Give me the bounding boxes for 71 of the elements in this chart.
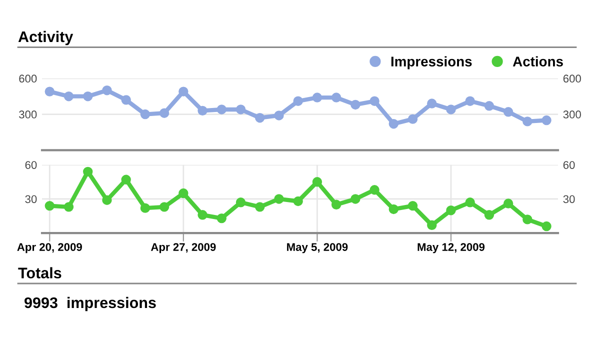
point [446, 104, 456, 114]
point [427, 220, 437, 230]
y-tick-label: 60 [25, 161, 37, 169]
point [293, 196, 303, 206]
point [388, 118, 399, 129]
point [121, 174, 131, 184]
point [44, 200, 55, 211]
point [350, 194, 360, 204]
point [159, 108, 170, 118]
point [198, 106, 208, 116]
point [274, 194, 284, 204]
x-tick-label: Apr 20, 2009 [17, 243, 82, 254]
text: Totals [18, 267, 62, 278]
text: 9993 impressions [24, 296, 156, 312]
y-tick-label: 600 [19, 74, 37, 83]
y-tick-label: 300 [19, 110, 37, 118]
point [178, 86, 188, 96]
chart-title: Activity [18, 30, 74, 46]
point [503, 198, 514, 208]
point [331, 92, 342, 102]
point [102, 85, 112, 96]
point [350, 100, 360, 110]
point [408, 200, 418, 211]
y2-tick-label: 30 [563, 195, 575, 204]
point [102, 195, 112, 205]
y2-tick-label: 300 [563, 110, 581, 118]
point [293, 96, 303, 106]
legend-label: Impressions [391, 56, 472, 70]
x-tick-label: May 5, 2009 [287, 243, 348, 254]
point [83, 91, 93, 102]
point [255, 202, 265, 212]
point [64, 202, 74, 212]
point [140, 203, 150, 213]
point [236, 198, 246, 208]
point [446, 205, 456, 216]
point [159, 202, 170, 212]
point [178, 188, 188, 198]
point [484, 210, 494, 220]
point [121, 95, 131, 105]
point [542, 221, 552, 232]
point [216, 104, 227, 114]
point [370, 185, 380, 195]
point [83, 166, 93, 177]
point [312, 177, 322, 187]
point [216, 213, 227, 224]
y2-tick-label: 60 [563, 161, 575, 169]
point [370, 96, 380, 106]
y2-tick-label: 600 [563, 74, 581, 83]
x-tick-label: May 12, 2009 [418, 243, 485, 254]
point [274, 110, 284, 120]
point [542, 115, 552, 126]
point [427, 98, 437, 108]
point [503, 107, 514, 117]
point [198, 210, 208, 220]
point [484, 101, 494, 111]
point [64, 91, 74, 102]
point [522, 214, 532, 224]
point [388, 204, 399, 214]
point [465, 198, 475, 208]
point [331, 200, 342, 210]
point [312, 92, 322, 102]
point [522, 116, 532, 126]
point [255, 113, 265, 123]
point [408, 114, 418, 124]
point [140, 109, 150, 120]
point [44, 86, 55, 96]
y-tick-label: 30 [25, 195, 37, 204]
point [465, 96, 475, 106]
legend-label: Actions [512, 56, 563, 66]
x-tick-label: Apr 27, 2009 [150, 243, 216, 254]
point [236, 104, 246, 114]
